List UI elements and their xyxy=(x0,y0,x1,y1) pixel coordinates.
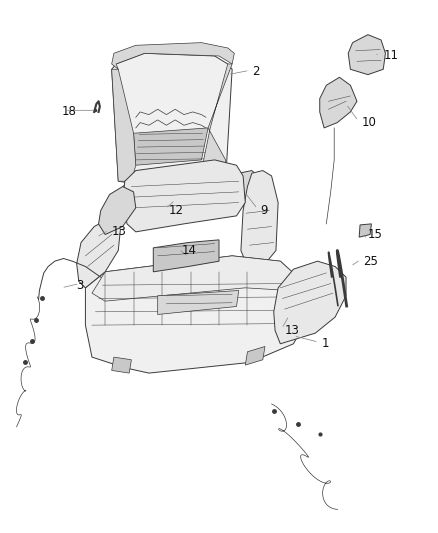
Text: 18: 18 xyxy=(61,106,76,118)
Text: 1: 1 xyxy=(322,337,329,350)
Polygon shape xyxy=(112,53,232,200)
Text: 10: 10 xyxy=(361,116,376,129)
Text: 2: 2 xyxy=(252,66,259,78)
Polygon shape xyxy=(359,224,371,237)
Polygon shape xyxy=(274,261,346,344)
Text: 13: 13 xyxy=(285,324,300,337)
Polygon shape xyxy=(228,171,261,208)
Polygon shape xyxy=(92,256,298,301)
Polygon shape xyxy=(320,77,357,128)
Polygon shape xyxy=(134,128,208,165)
Polygon shape xyxy=(348,35,385,75)
Polygon shape xyxy=(204,64,232,187)
Polygon shape xyxy=(245,346,265,365)
Polygon shape xyxy=(153,240,219,272)
Polygon shape xyxy=(112,69,136,181)
Polygon shape xyxy=(241,171,278,266)
Polygon shape xyxy=(77,219,120,288)
Polygon shape xyxy=(158,290,239,314)
Polygon shape xyxy=(99,187,136,235)
Polygon shape xyxy=(123,176,151,200)
Text: 15: 15 xyxy=(368,228,383,241)
Polygon shape xyxy=(112,43,234,69)
Polygon shape xyxy=(188,176,215,197)
Polygon shape xyxy=(112,357,131,373)
Polygon shape xyxy=(123,160,245,232)
Text: 9: 9 xyxy=(261,204,268,217)
Text: 11: 11 xyxy=(383,50,398,62)
Text: 3: 3 xyxy=(77,279,84,292)
Text: 14: 14 xyxy=(182,244,197,257)
Text: 25: 25 xyxy=(364,255,378,268)
Polygon shape xyxy=(85,256,307,373)
Text: 13: 13 xyxy=(112,225,127,238)
Text: 12: 12 xyxy=(169,204,184,217)
